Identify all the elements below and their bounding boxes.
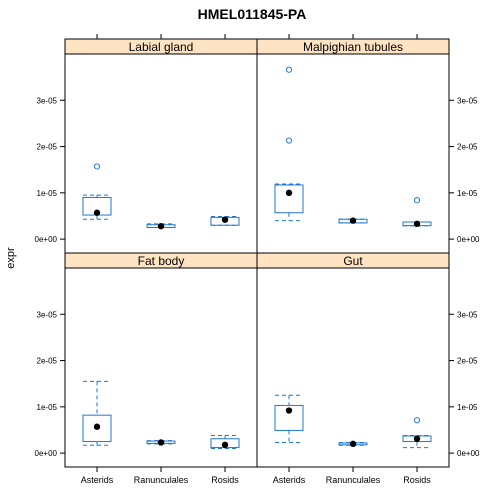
y-tick-label: 1e-05 [457, 403, 478, 412]
outlier-point [285, 137, 293, 144]
median-dot [157, 222, 165, 230]
y-tick-label: 0e+00 [35, 235, 58, 244]
median-dot [157, 439, 165, 446]
median-dot [413, 435, 421, 442]
strip-label-labial-gland: Labial gland [129, 40, 194, 54]
y-tick-label: 0e+00 [457, 449, 480, 458]
y-tick-label: 3e-05 [457, 96, 478, 105]
box-fat-body-ranunculales [146, 439, 176, 446]
median-dot [285, 407, 293, 414]
strip-label-fat-body: Fat body [138, 254, 185, 268]
x-tick-label: Rosids [211, 475, 239, 485]
median-dot [349, 217, 357, 224]
median-dot [93, 423, 101, 430]
median-dot [413, 220, 421, 228]
y-tick-label: 0e+00 [35, 449, 58, 458]
x-tick-label: Asterids [81, 475, 114, 485]
box-rect [274, 184, 304, 214]
panel-labial-gland: Labial gland 0e+00 1e-05 2e-05 3e-05 [35, 34, 258, 254]
panel-frame-fat-body [64, 267, 258, 468]
y-tick-label: 1e-05 [37, 189, 58, 198]
outlier-point [413, 197, 421, 204]
median-dot [285, 189, 293, 197]
y-tick-label: 3e-05 [37, 96, 58, 105]
median-dot [221, 441, 229, 448]
outlier-point [93, 163, 101, 170]
median-dot [93, 209, 101, 216]
box-labial-gland-asterids [82, 163, 112, 220]
y-tick-label: 2e-05 [37, 357, 58, 366]
y-tick-label: 2e-05 [37, 143, 58, 152]
box-labial-gland-rosids [210, 215, 240, 226]
chart-title: HMEL011845-PA [198, 6, 307, 22]
x-tick-label: Ranunculales [134, 475, 189, 485]
box-malpighian-tubules-asterids [274, 66, 304, 222]
box-rect [82, 414, 112, 443]
box-fat-body-asterids [82, 380, 112, 446]
box-malpighian-tubules-rosids [402, 197, 432, 228]
y-tick-label: 2e-05 [457, 143, 478, 152]
strip-label-malpighian-tubules: Malpighian tubules [303, 40, 403, 54]
y-axis-label: expr [5, 247, 17, 269]
panels-layer: Labial gland0e+001e-052e-053e-05Malpighi… [35, 34, 480, 485]
x-tick-label: Ranunculales [326, 475, 381, 485]
y-tick-label: 1e-05 [37, 403, 58, 412]
x-tick-label: Asterids [273, 475, 306, 485]
box-gut-ranunculales [338, 440, 368, 448]
box-rect [274, 404, 304, 431]
y-tick-label: 2e-05 [457, 357, 478, 366]
strip-label-gut: Gut [343, 254, 363, 268]
panel-gut: Gut 0e+00 1e-05 2e-05 3e-05 Asterids Ranuncula… [256, 252, 480, 485]
box-gut-asterids [274, 394, 304, 443]
box-gut-rosids [402, 417, 432, 449]
box-labial-gland-ranunculales [146, 222, 176, 230]
x-tick-label: Rosids [403, 475, 431, 485]
panel-fat-body: Fat body 0e+00 1e-05 2e-05 3e-05 Asterids Ranu… [35, 252, 258, 485]
y-tick-label: 0e+00 [457, 235, 480, 244]
panel-frame-gut [256, 267, 450, 468]
outlier-point [285, 66, 293, 73]
box-fat-body-rosids [210, 435, 240, 449]
y-tick-label: 3e-05 [457, 310, 478, 319]
box-malpighian-tubules-ranunculales [338, 217, 368, 224]
median-dot [349, 440, 357, 448]
y-tick-label: 1e-05 [457, 189, 478, 198]
median-dot [221, 216, 229, 223]
y-tick-label: 3e-05 [37, 310, 58, 319]
panel-malpighian-tubules: Malpighian tubules 0e+00 1e-05 2e-05 3e-05 [256, 34, 480, 254]
outlier-point [413, 417, 421, 424]
